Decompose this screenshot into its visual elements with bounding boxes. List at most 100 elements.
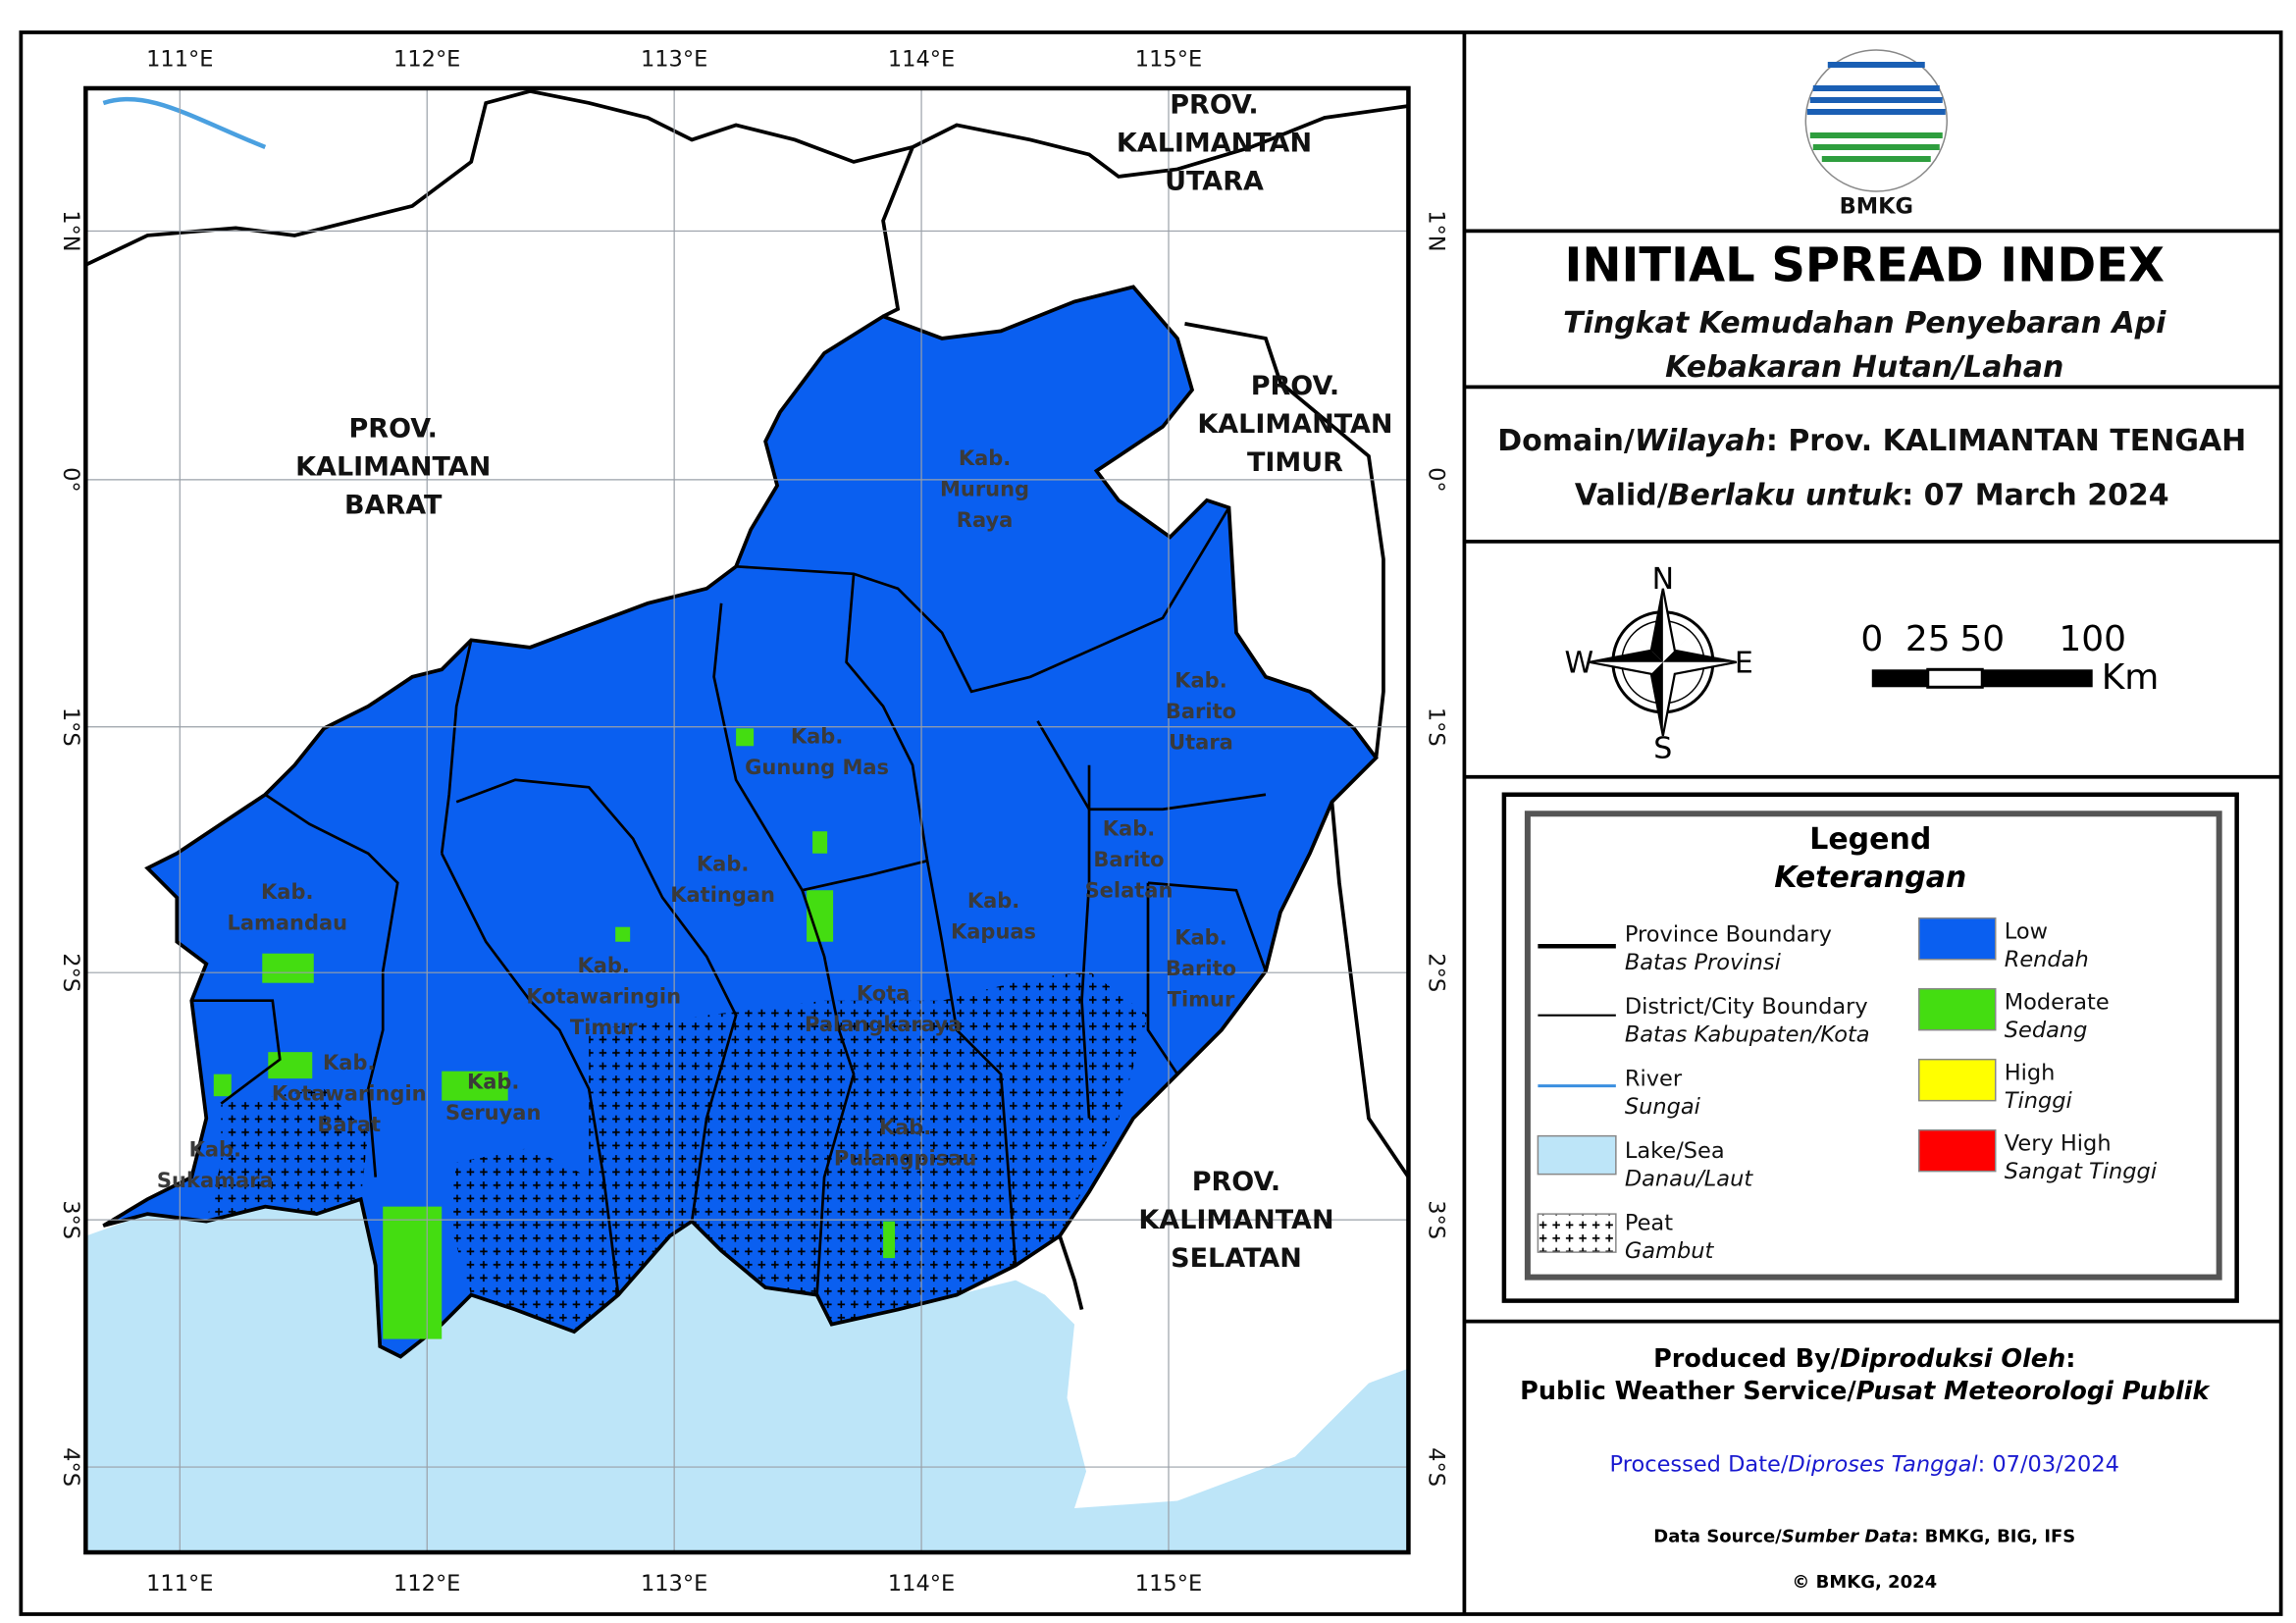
legend-symbol bbox=[1537, 1213, 1617, 1253]
valid-part: : 07 March 2024 bbox=[1902, 478, 2168, 512]
legend-label: Peat bbox=[1625, 1211, 1673, 1236]
district-label: Kab. Lamandau bbox=[227, 880, 347, 934]
district-label-line: Utara bbox=[1169, 730, 1233, 754]
district-label-line: Kab. bbox=[967, 889, 1019, 913]
scale-unit: Km bbox=[2102, 657, 2160, 698]
legend-label: District/City Boundary bbox=[1625, 994, 1868, 1020]
lon-label: 115°E bbox=[1135, 46, 1202, 72]
lon-label: 111°E bbox=[146, 1571, 213, 1597]
district-label-line: Barito bbox=[1166, 700, 1236, 723]
produced-part: Diproduksi Oleh bbox=[1840, 1344, 2065, 1374]
province-label-line: PROV. bbox=[1192, 1167, 1280, 1197]
legend-label: Low bbox=[2005, 919, 2048, 945]
source-part: : BMKG, BIG, IFS bbox=[1911, 1527, 2075, 1547]
district-label: Kab. Kotawaringin Barat bbox=[272, 1051, 427, 1136]
district-label-line: Sukamara bbox=[157, 1169, 274, 1192]
legend-label-id: Sedang bbox=[2005, 1018, 2088, 1043]
produced: Produced By/Diproduksi Oleh: bbox=[1653, 1344, 2075, 1374]
compass-label: E bbox=[1735, 646, 1753, 680]
district-label-line: Kab. bbox=[879, 1116, 931, 1139]
scale-label: 0 bbox=[1860, 619, 1883, 659]
legend-label-id: Danau/Laut bbox=[1625, 1167, 1754, 1192]
province-label-line: KALIMANTAN bbox=[1138, 1205, 1333, 1235]
scale-bar: 0 25 50 100 Km bbox=[1860, 619, 2159, 698]
scale-label: 100 bbox=[2059, 619, 2126, 659]
service: Public Weather Service/Pusat Meteorologi… bbox=[1520, 1377, 2211, 1406]
map-frame bbox=[83, 85, 1411, 1555]
logo-text: BMKG bbox=[1840, 193, 1913, 219]
district-label-line: Selatan bbox=[1085, 879, 1174, 903]
district-label-line: Kab. bbox=[261, 880, 313, 904]
data-source: Data Source/Sumber Data: BMKG, BIG, IFS bbox=[1653, 1527, 2075, 1547]
province-label-line: KALIMANTAN bbox=[1117, 128, 1312, 158]
legend-label-id: Batas Provinsi bbox=[1625, 950, 1782, 975]
district-label-line: Timur bbox=[570, 1016, 638, 1039]
district-label-line: Kab. bbox=[189, 1138, 241, 1162]
legend-symbol bbox=[1537, 1134, 1617, 1176]
lat-label: 3°S bbox=[1423, 1200, 1448, 1239]
lat-label: 2°S bbox=[1423, 953, 1448, 992]
district-label-line: Kab. bbox=[791, 724, 843, 748]
lon-label: 112°E bbox=[393, 1571, 460, 1597]
legend-label: Province Boundary bbox=[1625, 922, 1832, 948]
district-label: Kota Palangkaraya bbox=[805, 982, 962, 1036]
domain: Domain/Wilayah: Prov. KALIMANTAN TENGAH bbox=[1497, 424, 2246, 458]
lat-label: 0° bbox=[58, 467, 83, 493]
processed-part: : 07/03/2024 bbox=[1978, 1452, 2119, 1478]
legend-label: High bbox=[2005, 1061, 2056, 1086]
district-label-line: Kota bbox=[857, 982, 911, 1006]
district-label: Kab. Kotawaringin Timur bbox=[526, 954, 681, 1039]
district-label: Kab. Kapuas bbox=[951, 889, 1036, 943]
legend-label-id: Batas Kabupaten/Kota bbox=[1625, 1022, 1870, 1048]
district-label-line: Kotawaringin bbox=[272, 1082, 427, 1106]
province-label: PROV. KALIMANTAN BARAT bbox=[295, 413, 491, 520]
legend-label-id: Gambut bbox=[1625, 1238, 1715, 1264]
legend-label-id: Tinggi bbox=[2005, 1088, 2073, 1114]
district-boundaries bbox=[191, 506, 1268, 1295]
lat-label: 4°S bbox=[1423, 1447, 1448, 1487]
title: INITIAL SPREAD INDEX bbox=[1565, 237, 2165, 292]
source-part: Data Source/ bbox=[1653, 1527, 1782, 1547]
district-label-line: Kab. bbox=[577, 954, 629, 977]
processed-part: Diproses Tanggal bbox=[1788, 1452, 1978, 1478]
province-label-line: TIMUR bbox=[1247, 447, 1343, 478]
province-label-line: PROV. bbox=[1251, 371, 1339, 401]
lat-label: 1°N bbox=[58, 210, 83, 251]
province-label-line: KALIMANTAN bbox=[295, 451, 491, 482]
district-label-line: Lamandau bbox=[227, 912, 347, 935]
valid-part: Berlaku untuk bbox=[1668, 478, 1905, 512]
graticule bbox=[85, 87, 1409, 1553]
district-label-line: Murung bbox=[940, 477, 1029, 500]
province-label-line: BARAT bbox=[344, 490, 443, 520]
district-label-line: Barat bbox=[317, 1113, 381, 1136]
district-label-line: Kab. bbox=[697, 853, 749, 876]
logo: BMKG bbox=[1804, 49, 1949, 219]
lon-label: 115°E bbox=[1135, 1571, 1202, 1597]
district-label-line: Kab. bbox=[1103, 817, 1155, 841]
lat-label: 4°S bbox=[58, 1447, 83, 1487]
lat-label: 1°N bbox=[1423, 210, 1448, 251]
legend-swatch bbox=[1918, 987, 1997, 1031]
district-label-line: Katingan bbox=[670, 883, 775, 907]
province-label-line: KALIMANTAN bbox=[1197, 409, 1392, 440]
district-label-line: Kab. bbox=[1174, 668, 1226, 692]
legend-label: Moderate bbox=[2005, 990, 2110, 1016]
district-label: Kab. Seruyan bbox=[445, 1071, 541, 1125]
legend-label: Lake/Sea bbox=[1625, 1138, 1725, 1164]
district-label-line: Raya bbox=[957, 508, 1014, 532]
domain-part: Domain/ bbox=[1497, 424, 1635, 458]
valid-date: Valid/Berlaku untuk: 07 March 2024 bbox=[1575, 478, 2169, 512]
lat-label: 0° bbox=[1423, 467, 1448, 493]
district-label: Kab. Barito Utara bbox=[1166, 668, 1236, 754]
valid-part: Valid/ bbox=[1575, 478, 1668, 512]
domain-part: Wilayah bbox=[1635, 424, 1766, 458]
lon-label: 114°E bbox=[888, 1571, 955, 1597]
district-label: Kab. Barito Timur bbox=[1166, 926, 1236, 1012]
compass-label: W bbox=[1565, 646, 1594, 680]
legend-title: Legend bbox=[1809, 822, 1931, 857]
service-part: Pusat Meteorologi Publik bbox=[1856, 1377, 2212, 1406]
district-label-line: Gunung Mas bbox=[745, 756, 889, 779]
compass: N S E W bbox=[1565, 562, 1753, 765]
scale-label: 25 bbox=[1905, 619, 1951, 659]
